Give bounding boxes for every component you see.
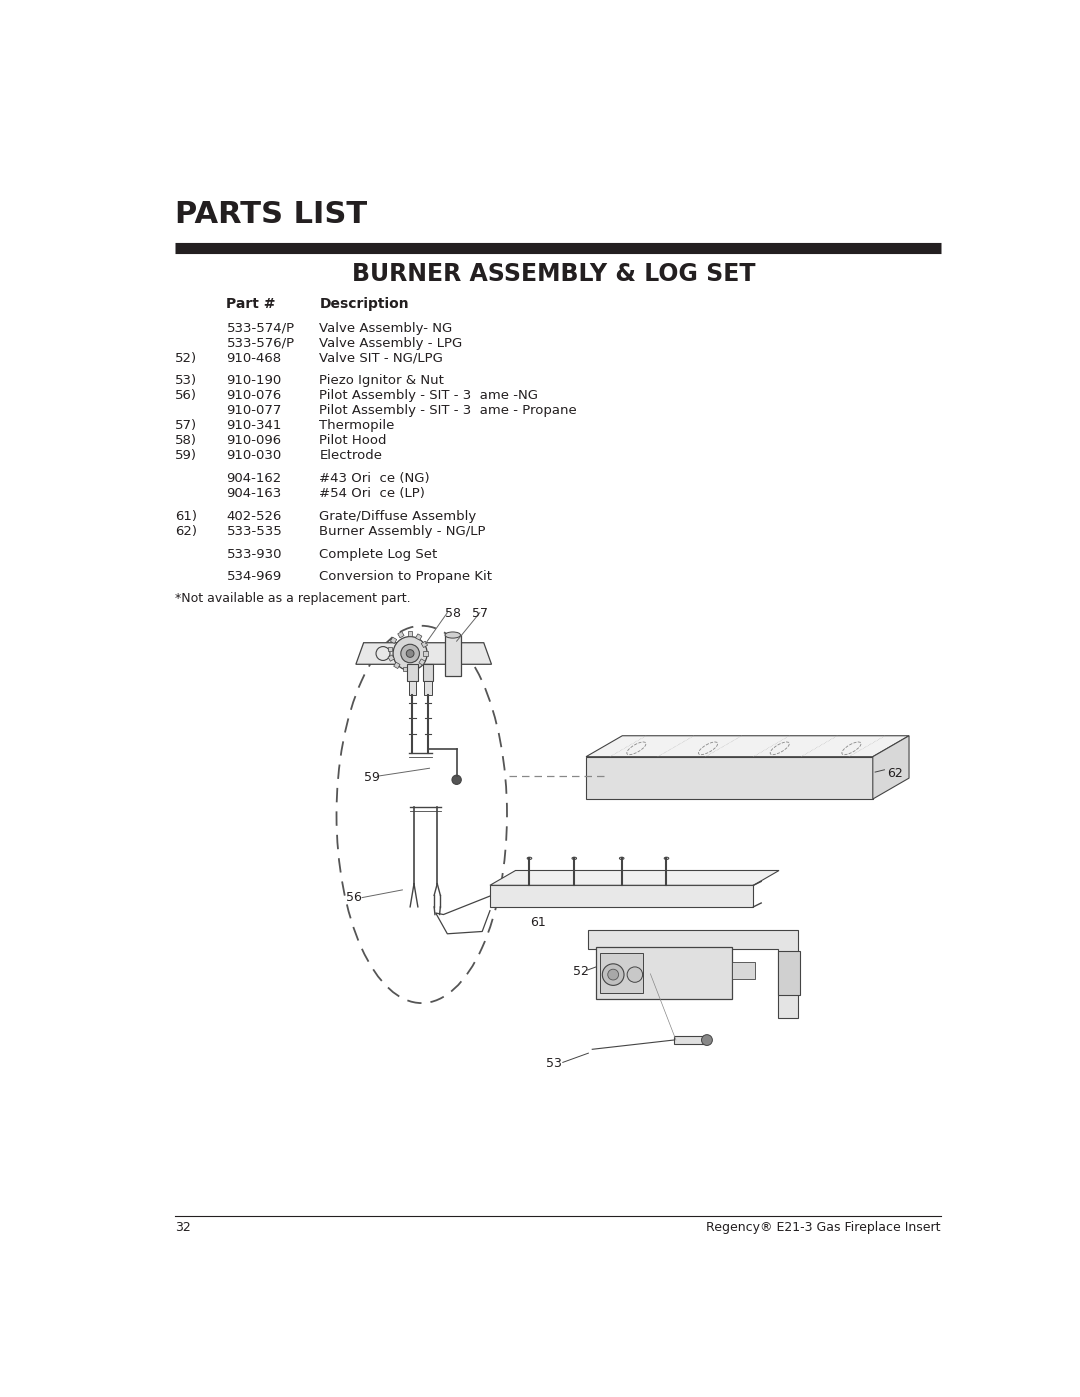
Text: Valve SIT - NG/LPG: Valve SIT - NG/LPG — [320, 352, 443, 365]
Bar — [445, 636, 460, 676]
Bar — [416, 634, 422, 640]
Text: Thermopile: Thermopile — [320, 419, 395, 433]
Text: 59: 59 — [364, 771, 379, 784]
Circle shape — [393, 637, 428, 671]
Text: 53): 53) — [175, 374, 198, 387]
Polygon shape — [586, 736, 909, 757]
Circle shape — [406, 650, 414, 658]
Bar — [674, 1037, 704, 1044]
Text: 533-576/P: 533-576/P — [227, 337, 295, 349]
Text: 32: 32 — [175, 1221, 191, 1234]
Text: Part #: Part # — [227, 298, 276, 312]
Text: Electrode: Electrode — [320, 450, 382, 462]
Text: 56): 56) — [175, 390, 198, 402]
Ellipse shape — [619, 858, 624, 859]
Text: 904-162: 904-162 — [227, 472, 282, 485]
Text: #54 Ori  ce (LP): #54 Ori ce (LP) — [320, 488, 426, 500]
Text: 61): 61) — [175, 510, 198, 522]
Bar — [419, 659, 426, 665]
Polygon shape — [490, 886, 754, 907]
Text: Burner Assembly - NG/LP: Burner Assembly - NG/LP — [320, 525, 486, 538]
Bar — [421, 641, 428, 647]
Text: 58: 58 — [445, 606, 461, 619]
Bar — [403, 666, 408, 671]
Bar — [424, 682, 432, 696]
Text: 52): 52) — [175, 352, 198, 365]
Text: 910-076: 910-076 — [227, 390, 282, 402]
Bar — [600, 953, 643, 993]
Bar — [388, 655, 394, 661]
Circle shape — [603, 964, 624, 985]
Bar — [732, 963, 755, 979]
Bar — [397, 631, 404, 638]
Bar — [390, 637, 396, 644]
Bar — [779, 951, 800, 996]
Text: Regency® E21-3 Gas Fireplace Insert: Regency® E21-3 Gas Fireplace Insert — [706, 1221, 941, 1234]
Text: Conversion to Propane Kit: Conversion to Propane Kit — [320, 570, 492, 584]
Polygon shape — [490, 870, 779, 886]
Text: 61: 61 — [530, 916, 546, 929]
Text: #43 Ori  ce (NG): #43 Ori ce (NG) — [320, 472, 430, 485]
Circle shape — [451, 775, 461, 784]
Text: Valve Assembly- NG: Valve Assembly- NG — [320, 321, 453, 335]
Text: 59): 59) — [175, 450, 198, 462]
Text: 57: 57 — [472, 606, 488, 619]
Text: 910-468: 910-468 — [227, 352, 282, 365]
Text: 533-930: 533-930 — [227, 548, 282, 560]
Text: BURNER ASSEMBLY & LOG SET: BURNER ASSEMBLY & LOG SET — [352, 261, 755, 285]
Text: 533-574/P: 533-574/P — [227, 321, 295, 335]
Text: 910-077: 910-077 — [227, 404, 282, 418]
Polygon shape — [873, 736, 909, 799]
Bar — [407, 665, 418, 682]
Circle shape — [702, 1035, 713, 1045]
Text: Piezo Ignitor & Nut: Piezo Ignitor & Nut — [320, 374, 444, 387]
Text: 57): 57) — [175, 419, 198, 433]
Text: 58): 58) — [175, 434, 198, 447]
Bar — [388, 647, 392, 651]
Ellipse shape — [445, 631, 460, 638]
Text: 62: 62 — [887, 767, 903, 780]
Text: Grate/Diffuse Assembly: Grate/Diffuse Assembly — [320, 510, 476, 522]
Bar — [423, 651, 428, 655]
Text: 53: 53 — [545, 1058, 562, 1070]
Bar — [408, 682, 416, 696]
Polygon shape — [356, 643, 491, 665]
Text: 910-341: 910-341 — [227, 419, 282, 433]
Text: 904-163: 904-163 — [227, 488, 282, 500]
Text: Valve Assembly - LPG: Valve Assembly - LPG — [320, 337, 462, 349]
Polygon shape — [589, 930, 798, 1018]
Ellipse shape — [664, 858, 669, 859]
Text: Description: Description — [320, 298, 409, 312]
Bar — [394, 662, 400, 669]
Polygon shape — [586, 757, 873, 799]
Bar — [422, 665, 433, 682]
Text: 910-190: 910-190 — [227, 374, 282, 387]
Text: 56: 56 — [346, 891, 362, 904]
Ellipse shape — [527, 858, 531, 859]
Circle shape — [627, 967, 643, 982]
Circle shape — [401, 644, 419, 662]
Text: 533-535: 533-535 — [227, 525, 282, 538]
Bar — [408, 631, 413, 636]
Text: *Not available as a replacement part.: *Not available as a replacement part. — [175, 591, 410, 605]
Text: Pilot Assembly - SIT - 3  ame -NG: Pilot Assembly - SIT - 3 ame -NG — [320, 390, 539, 402]
Text: 402-526: 402-526 — [227, 510, 282, 522]
Text: 534-969: 534-969 — [227, 570, 282, 584]
Text: PARTS LIST: PARTS LIST — [175, 200, 367, 229]
Text: Complete Log Set: Complete Log Set — [320, 548, 437, 560]
Bar — [411, 665, 418, 671]
Text: 52: 52 — [572, 964, 589, 978]
Text: 62): 62) — [175, 525, 198, 538]
Text: 910-030: 910-030 — [227, 450, 282, 462]
Text: Pilot Assembly - SIT - 3  ame - Propane: Pilot Assembly - SIT - 3 ame - Propane — [320, 404, 577, 418]
Circle shape — [608, 970, 619, 979]
Text: 910-096: 910-096 — [227, 434, 282, 447]
Text: Pilot Hood: Pilot Hood — [320, 434, 387, 447]
Ellipse shape — [572, 858, 577, 859]
Bar — [596, 947, 732, 999]
